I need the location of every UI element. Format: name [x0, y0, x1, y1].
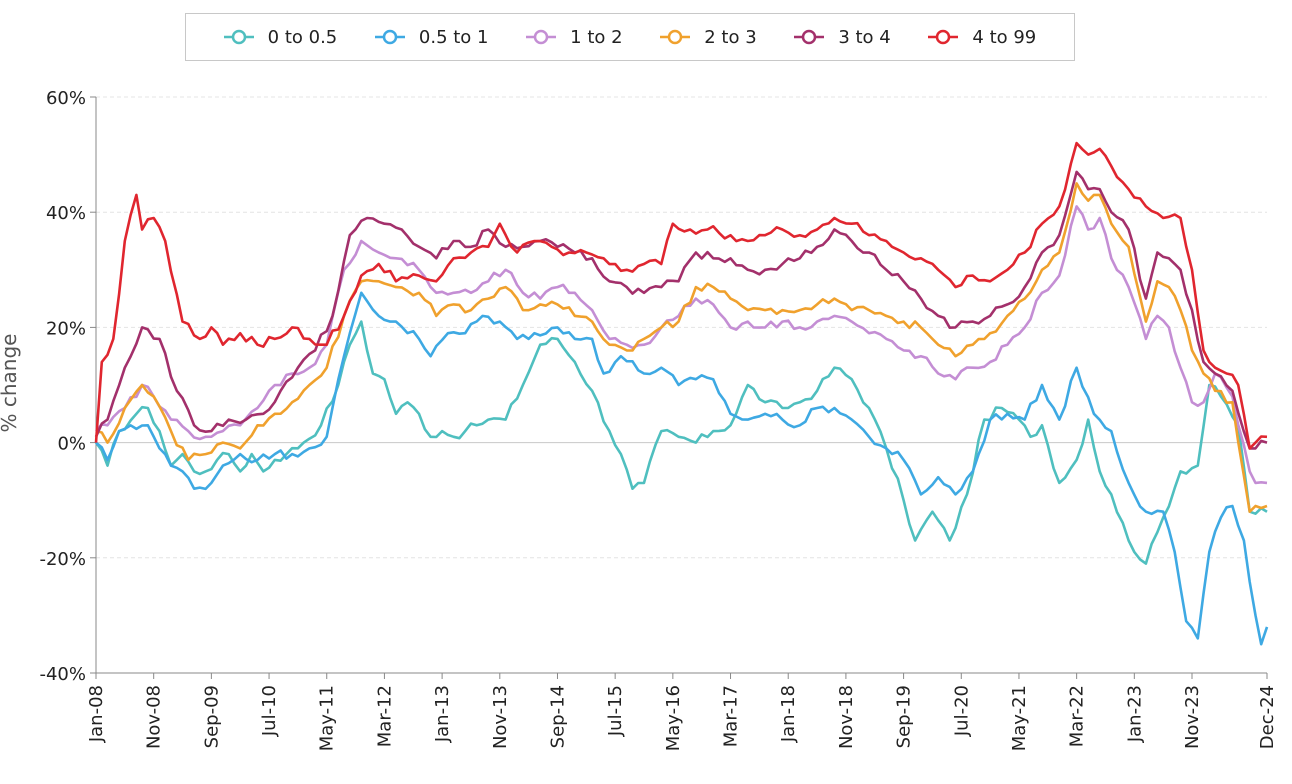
- legend-label: 3 to 4: [838, 26, 891, 48]
- x-tick-label: Mar-12: [374, 685, 395, 747]
- legend-marker-icon: [526, 29, 557, 45]
- x-tick-label: Nov-08: [144, 685, 165, 749]
- x-tick-label: Jan-23: [1124, 685, 1145, 743]
- x-tick-label: Jul-10: [259, 685, 280, 737]
- legend: 0 to 0.5 0.5 to 1 1 to 2 2 to 3 3 to 4 4 to 9…: [185, 13, 1075, 61]
- x-tick-label: Jan-13: [432, 685, 453, 743]
- x-tick-label: Nov-13: [490, 685, 511, 749]
- y-tick-label: -40%: [39, 664, 86, 685]
- y-axis-title: % change: [0, 334, 21, 433]
- legend-label: 0.5 to 1: [418, 26, 489, 48]
- legend-marker-icon: [794, 29, 825, 45]
- y-tick-label: 60%: [46, 88, 86, 109]
- legend-item[interactable]: 2 to 3: [660, 26, 757, 48]
- legend-item[interactable]: 0.5 to 1: [374, 26, 489, 48]
- legend-item[interactable]: 3 to 4: [794, 26, 891, 48]
- x-tick-label: May-11: [317, 685, 338, 751]
- x-tick-label: Nov-18: [836, 685, 857, 749]
- x-tick-label: Sep-14: [547, 685, 568, 748]
- series-line-3-to-4: [94, 170, 1268, 450]
- y-tick-label: 0%: [57, 434, 86, 455]
- x-tick-label: Jan-08: [86, 685, 107, 743]
- legend-marker-icon: [223, 29, 254, 45]
- legend-item[interactable]: 1 to 2: [526, 26, 623, 48]
- x-tick-label: May-21: [1009, 685, 1030, 751]
- y-tick-label: 20%: [46, 318, 86, 339]
- legend-item[interactable]: 4 to 99: [928, 27, 1036, 48]
- series-line-4-to-99: [94, 141, 1268, 450]
- legend-label: 0 to 0.5: [267, 26, 338, 48]
- x-tick-label: Jan-18: [778, 685, 799, 743]
- legend-label: 2 to 3: [704, 26, 757, 48]
- series-line-2-to-3: [95, 182, 1268, 513]
- x-tick-label: Sep-19: [894, 685, 915, 748]
- x-tick-label: Mar-22: [1067, 685, 1088, 747]
- legend-marker-icon: [660, 29, 691, 45]
- legend-marker-icon: [928, 29, 959, 45]
- legend-item[interactable]: 0 to 0.5: [223, 26, 338, 48]
- legend-label: 4 to 99: [972, 26, 1037, 48]
- x-tick-label: Mar-17: [721, 685, 742, 747]
- series-line-1-to-2: [94, 205, 1268, 485]
- x-tick-label: Sep-09: [201, 685, 222, 748]
- x-tick-label: May-16: [663, 685, 684, 751]
- x-tick-label: Jul-20: [951, 685, 972, 737]
- x-tick-label: Dec-24: [1257, 685, 1278, 749]
- legend-marker-icon: [374, 29, 405, 45]
- series-line-0-to-0.5: [94, 320, 1268, 565]
- y-tick-label: 40%: [46, 203, 86, 224]
- legend-label: 1 to 2: [570, 26, 623, 48]
- x-tick-label: Nov-23: [1182, 685, 1203, 749]
- x-tick-label: Jul-15: [605, 685, 626, 737]
- series-line-0.5-to-1: [95, 291, 1269, 646]
- y-tick-label: -20%: [39, 549, 86, 570]
